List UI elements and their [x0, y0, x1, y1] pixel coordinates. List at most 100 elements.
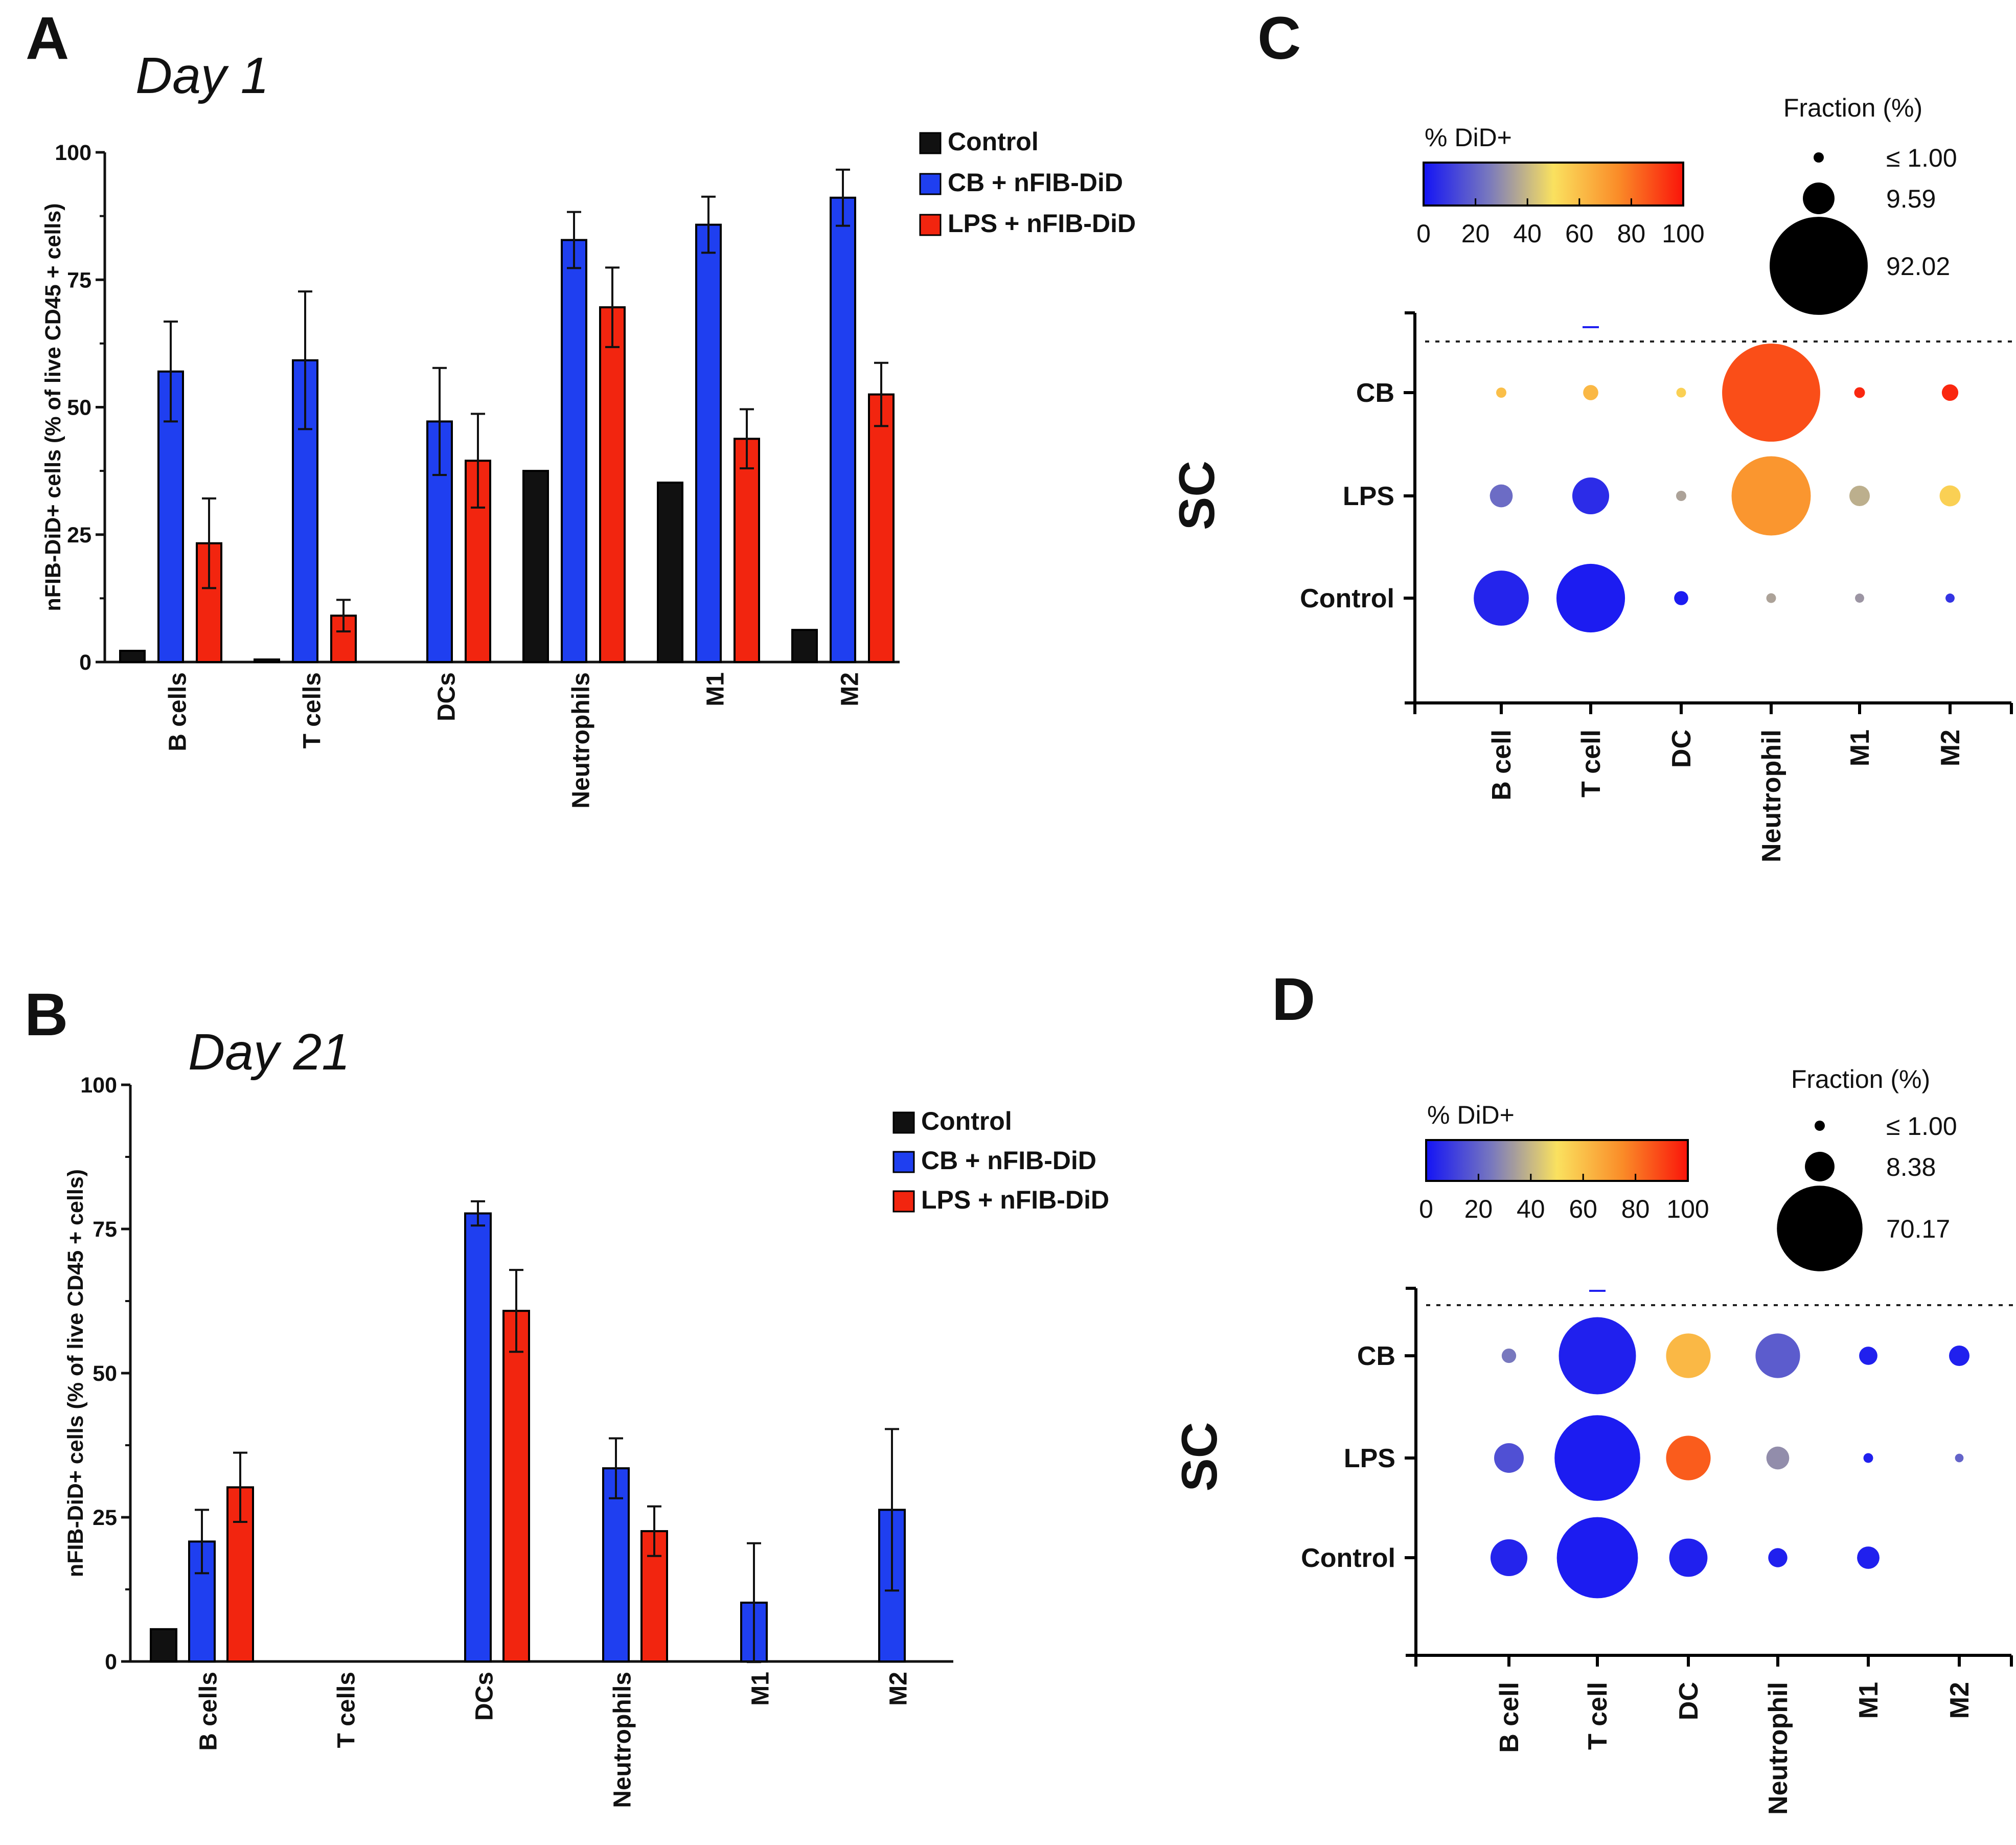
bubble — [1766, 1446, 1790, 1470]
size-legend-label: 70.17 — [1886, 1215, 1950, 1243]
x-category-label: Neutrophils — [568, 672, 595, 809]
x-category-label: M1 — [747, 1672, 774, 1706]
bubble — [1955, 1453, 1964, 1463]
bar — [502, 1310, 530, 1662]
row-label: Control — [1300, 584, 1394, 613]
column-label: B cell — [1495, 1682, 1524, 1753]
colorbar-tick-label: 100 — [1662, 219, 1704, 248]
bar — [561, 239, 587, 663]
size-legend-bubble — [1805, 1152, 1835, 1181]
y-tick-label: 75 — [67, 268, 91, 292]
bubble — [1559, 1317, 1636, 1395]
bar — [734, 438, 760, 664]
bubble — [1666, 1436, 1711, 1480]
column-label: B cell — [1487, 730, 1517, 801]
column-label: M2 — [1945, 1682, 1975, 1719]
colorbar-title: % DiD+ — [1425, 123, 1512, 152]
legend-label: Control — [921, 1107, 1012, 1135]
bar — [464, 1212, 492, 1662]
colorbar-tick-label: 20 — [1464, 1195, 1493, 1223]
bar — [292, 359, 318, 663]
bubble — [1490, 1539, 1528, 1577]
bubble — [1863, 1453, 1873, 1463]
size-legend-label: ≤ 1.00 — [1886, 144, 1957, 172]
colorbar-tick-label: 40 — [1513, 219, 1542, 248]
legend-label: LPS + nFIB-DiD — [921, 1186, 1109, 1214]
y-tick-label: 0 — [79, 650, 91, 675]
bubble — [1755, 1333, 1800, 1378]
colorbar-title: % DiD+ — [1427, 1101, 1515, 1129]
y-tick-label: 25 — [67, 523, 91, 548]
bar — [157, 370, 184, 663]
panel-letter: A — [26, 5, 69, 72]
colorbar-tick-label: 80 — [1621, 1195, 1650, 1223]
colorbar-tick-label: 0 — [1419, 1195, 1433, 1223]
bar — [830, 196, 856, 664]
bubble — [1490, 484, 1513, 508]
legend-swatch — [919, 173, 942, 195]
panel-a: A Day 1 0 25 50 75 100 nFIB-DiD+ cells (% of li… — [26, 5, 1136, 809]
bubble — [1939, 485, 1961, 507]
bubble — [1949, 1346, 1969, 1366]
y-axis-label: nFIB-DiD+ cells (% of live CD45 + cells) — [63, 1169, 88, 1577]
colorbar-tick-label: 100 — [1666, 1195, 1709, 1223]
y-axis-label: nFIB-DiD+ cells (% of live CD45 + cells) — [41, 203, 65, 611]
row-label: CB — [1356, 378, 1394, 408]
x-category-label: M2 — [885, 1672, 912, 1706]
panel-d: D % DiD+ 0 20 40 60 80 100 Fraction (%) ≤ 1.00 8.3… — [1171, 966, 2015, 1815]
legend-label: LPS + nFIB-DiD — [948, 209, 1136, 238]
column-label: M1 — [1854, 1682, 1884, 1719]
y-tick-label: 75 — [93, 1217, 117, 1242]
row-label: LPS — [1344, 1444, 1395, 1473]
bubble — [1722, 344, 1820, 442]
column-label: Neutrophil — [1757, 730, 1786, 862]
size-legend-label: 8.38 — [1886, 1153, 1936, 1181]
x-category-label: M1 — [702, 672, 729, 707]
size-legend-label: ≤ 1.00 — [1886, 1112, 1957, 1141]
bubble — [1855, 594, 1864, 603]
size-legend-label: 9.59 — [1886, 185, 1936, 213]
panel-letter: D — [1272, 966, 1315, 1033]
panel-c: C % DiD+ 0 20 40 60 80 100 Fraction (%) ≤ 1.00 9.5… — [1169, 5, 2015, 862]
bubble — [1676, 388, 1686, 398]
column-label: DC — [1674, 1682, 1704, 1720]
panel-letter: B — [25, 981, 68, 1049]
x-category-label: DCs — [471, 1672, 498, 1721]
side-label: SC — [1171, 1422, 1227, 1491]
bubble — [1674, 591, 1688, 605]
legend-label: CB + nFIB-DiD — [948, 168, 1123, 197]
y-tick-label: 100 — [55, 141, 91, 165]
size-legend-bubble — [1777, 1186, 1863, 1271]
bubble — [1556, 1517, 1638, 1599]
column-label: M2 — [1936, 730, 1965, 766]
colorbar-tick-label: 0 — [1416, 219, 1431, 248]
y-tick-label: 100 — [80, 1073, 117, 1098]
legend-label: CB + nFIB-DiD — [921, 1146, 1096, 1175]
bar — [119, 650, 146, 664]
colorbar-tick-label: 20 — [1461, 219, 1490, 248]
size-legend-bubble — [1815, 1121, 1825, 1131]
chart-title: Day 1 — [135, 47, 269, 104]
y-tick-label: 50 — [67, 396, 91, 420]
bar — [150, 1628, 177, 1663]
bubble — [1766, 593, 1776, 603]
x-category-label: T cells — [299, 672, 326, 748]
size-legend-bubble — [1803, 183, 1835, 214]
bubble — [1854, 387, 1865, 398]
bubble — [1496, 388, 1506, 398]
bubble — [1669, 1538, 1708, 1577]
bubble — [1554, 1415, 1640, 1501]
side-label: SC — [1169, 461, 1225, 530]
legend-swatch — [892, 1151, 915, 1173]
bar — [522, 470, 549, 663]
bubble — [1849, 486, 1870, 506]
size-legend-title: Fraction (%) — [1791, 1065, 1930, 1094]
size-legend-label: 92.02 — [1886, 252, 1950, 281]
colorbar — [1425, 1139, 1689, 1182]
colorbar-tick-label: 60 — [1565, 219, 1594, 248]
legend-swatch — [892, 1190, 915, 1213]
bubble — [1859, 1347, 1877, 1365]
legend-label: Control — [948, 127, 1039, 156]
x-category-label: DCs — [433, 672, 461, 721]
panel-letter: C — [1257, 5, 1301, 72]
